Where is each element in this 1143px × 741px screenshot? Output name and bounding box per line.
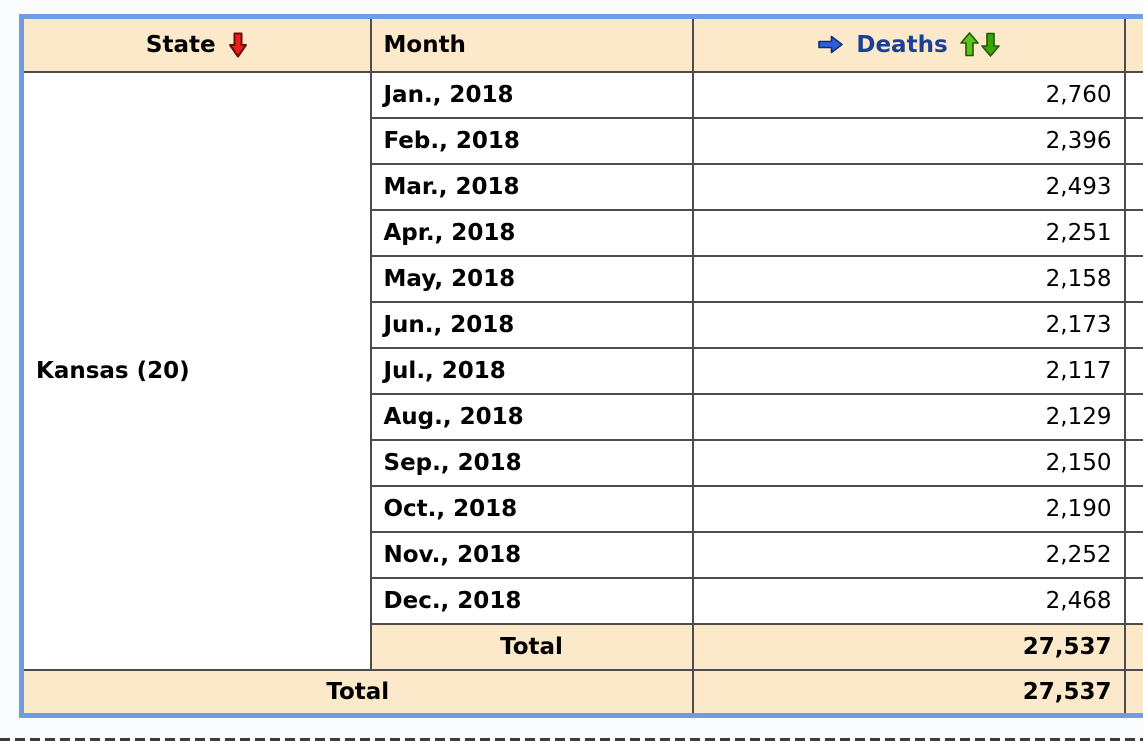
deaths-cell: 2,493	[691, 162, 1126, 211]
deaths-cell: 2,117	[691, 346, 1126, 395]
cutoff-cell	[1123, 162, 1143, 211]
deaths-cell: 2,396	[691, 116, 1126, 165]
cutoff-cell	[1123, 576, 1143, 625]
cutoff-cell	[1123, 300, 1143, 349]
month-cell: Sep., 2018	[369, 438, 694, 487]
month-cell: May, 2018	[369, 254, 694, 303]
header-row: State Month	[20, 15, 1143, 73]
month-header-label: Month	[383, 31, 466, 58]
month-cell: Apr., 2018	[369, 208, 694, 257]
cutoff-cell	[1123, 530, 1143, 579]
deaths-cell: 2,190	[691, 484, 1126, 533]
table-footer: Total 27,537	[20, 668, 1143, 717]
deaths-cell: 2,129	[691, 392, 1126, 441]
table-row: Feb., 2018 2,396	[22, 116, 1143, 165]
month-cell: Jul., 2018	[369, 346, 694, 395]
green-up-arrow-icon[interactable]	[959, 32, 979, 57]
deaths-cell: 2,760	[691, 70, 1126, 119]
deaths-cell: 2,468	[691, 576, 1126, 625]
cutoff-cell	[1123, 484, 1143, 533]
month-column-header: Month	[369, 15, 694, 73]
table-row: Jul., 2018 2,117	[22, 346, 1143, 395]
cutoff-cell	[1123, 116, 1143, 165]
table-row: May, 2018 2,158	[22, 254, 1143, 303]
cutoff-column-header	[1123, 15, 1143, 73]
grand-total-deaths-value: 27,537	[691, 668, 1126, 717]
green-down-arrow-icon[interactable]	[980, 32, 1000, 58]
table-row: Dec., 2018 2,468	[22, 576, 1143, 625]
cutoff-cell	[1123, 208, 1143, 257]
deaths-column-header[interactable]: Deaths	[691, 15, 1126, 73]
blue-right-arrow-icon[interactable]	[817, 35, 844, 54]
deaths-sort-icons	[959, 32, 1000, 58]
state-column-header[interactable]: State	[20, 15, 372, 73]
cutoff-cell	[1123, 668, 1143, 717]
month-cell: Jun., 2018	[369, 300, 694, 349]
deaths-by-state-month-table: State Month	[19, 14, 1143, 718]
table-row: Apr., 2018 2,251	[22, 208, 1143, 257]
cutoff-cell	[1123, 622, 1143, 671]
table-row: Mar., 2018 2,493	[22, 162, 1143, 211]
month-cell: Mar., 2018	[369, 162, 694, 211]
cutoff-cell	[1123, 70, 1143, 119]
table-row: Aug., 2018 2,129	[22, 392, 1143, 441]
cutoff-cell	[1123, 438, 1143, 487]
subtotal-label: Total	[369, 622, 694, 671]
table-row: Kansas (20) Jan., 2018 2,760	[20, 70, 1143, 671]
month-cell: Jan., 2018	[369, 70, 694, 119]
table-header: State Month	[20, 15, 1143, 73]
cutoff-cell	[1123, 392, 1143, 441]
table-row: Nov., 2018 2,252	[22, 530, 1143, 579]
grand-total-label: Total	[20, 668, 694, 717]
month-cell: Aug., 2018	[369, 392, 694, 441]
state-header-label: State	[145, 31, 216, 58]
results-table-container: State Month	[19, 14, 1143, 718]
table-row: Jun., 2018 2,173	[22, 300, 1143, 349]
cutoff-cell	[1123, 254, 1143, 303]
table-row: Sep., 2018 2,150	[22, 438, 1143, 487]
month-cell: Dec., 2018	[369, 576, 694, 625]
month-cell: Oct., 2018	[369, 484, 694, 533]
subtotal-deaths-value: 27,537	[691, 622, 1126, 671]
red-down-arrow-icon[interactable]	[228, 32, 248, 58]
month-cell: Nov., 2018	[369, 530, 694, 579]
state-group-cell: Kansas (20)	[20, 70, 372, 671]
deaths-cell: 2,158	[691, 254, 1126, 303]
subtotal-row: Total 27,537	[22, 622, 1143, 671]
deaths-cell: 2,251	[691, 208, 1126, 257]
bottom-cutoff-dashed-line	[0, 738, 1143, 741]
table-row: Oct., 2018 2,190	[22, 484, 1143, 533]
deaths-cell: 2,252	[691, 530, 1126, 579]
deaths-cell: 2,150	[691, 438, 1126, 487]
deaths-cell: 2,173	[691, 300, 1126, 349]
deaths-header-label: Deaths	[856, 31, 948, 58]
grand-total-row: Total 27,537	[20, 668, 1143, 717]
cutoff-cell	[1123, 346, 1143, 395]
month-cell: Feb., 2018	[369, 116, 694, 165]
table-body: Kansas (20) Jan., 2018 2,760 Feb., 2018 …	[20, 70, 1143, 671]
